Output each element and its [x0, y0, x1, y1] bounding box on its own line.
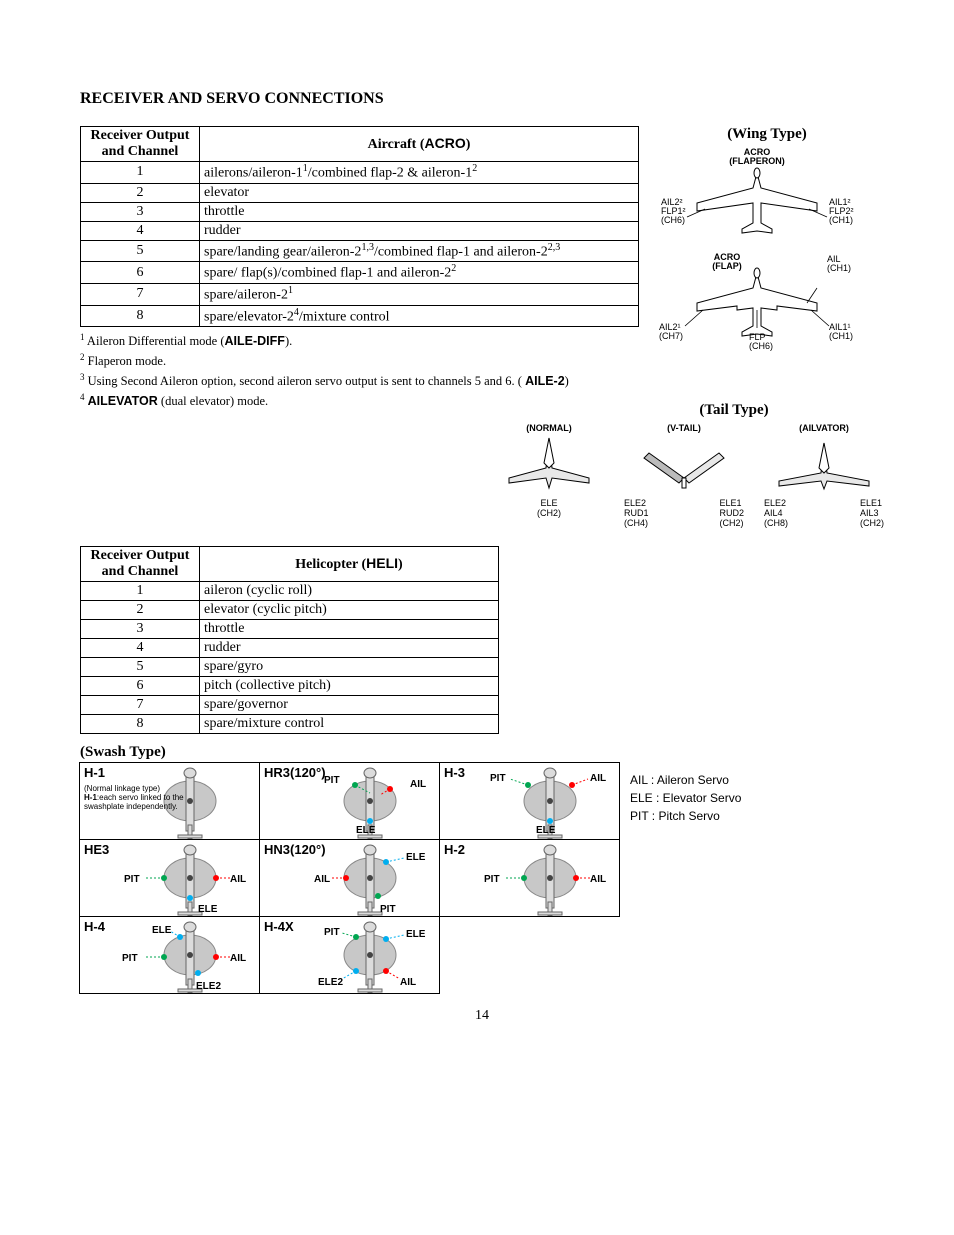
- svg-text:AIL2¹(CH7): AIL2¹(CH7): [659, 322, 683, 341]
- svg-text:AIL1²FLP2²(CH1): AIL1²FLP2²(CH1): [829, 197, 854, 225]
- footnotes: 1 Aileron Differential mode (AILE-DIFF).…: [80, 331, 639, 411]
- svg-text:AIL: AIL: [314, 874, 330, 885]
- svg-text:AIL1¹(CH1): AIL1¹(CH1): [829, 322, 853, 341]
- aircraft-table: Receiver Output and Channel Aircraft (AC…: [80, 126, 639, 327]
- swash-title: (Swash Type): [80, 744, 884, 761]
- svg-text:ELE: ELE: [406, 852, 426, 863]
- svg-text:PIT: PIT: [324, 775, 340, 786]
- tail-diagrams: (NORMAL) ELE(CH2) (V-TAIL) ELE2RUD1(CH4)…: [80, 423, 884, 528]
- svg-text:AIL2²FLP1²(CH6): AIL2²FLP1²(CH6): [661, 197, 686, 225]
- svg-text:AIL: AIL: [590, 874, 606, 885]
- svg-text:ELE: ELE: [356, 825, 376, 836]
- swash-cell: H-4 ELEPITAILELE2: [79, 916, 260, 994]
- swash-cell: HR3(120°) PITAILELE: [259, 762, 440, 840]
- swash-cell: H-4X PITELEELE2AIL: [259, 916, 440, 994]
- svg-text:AIL: AIL: [230, 874, 246, 885]
- table-row: 7: [81, 283, 200, 305]
- table-row: 6: [81, 262, 200, 284]
- swash-cell: H-3 PITAILELE: [439, 762, 620, 840]
- page-title: RECEIVER AND SERVO CONNECTIONS: [80, 90, 884, 108]
- svg-text:AIL: AIL: [590, 773, 606, 784]
- table-row: 2: [81, 183, 200, 202]
- wing-diagram-flap: ACRO(FLAP) AIL(CH1) AIL2¹(CH7) FLP(CH6) …: [657, 248, 857, 368]
- swash-grid: H-1 (Normal linkage type)H-1:each servo …: [80, 763, 620, 994]
- svg-text:PIT: PIT: [490, 773, 506, 784]
- svg-text:ACRO(FLAPERON): ACRO(FLAPERON): [729, 147, 785, 166]
- svg-text:AIL: AIL: [410, 779, 426, 790]
- table-row: 2: [81, 600, 200, 619]
- svg-text:PIT: PIT: [380, 904, 396, 915]
- t2-head-right: Helicopter (HELI): [200, 546, 499, 581]
- wing-diagram-flaperon: ACRO(FLAPERON) AIL2²FLP1²(CH6) AIL1²FLP2…: [657, 143, 857, 243]
- swash-cell: HN3(120°) ELEAILPIT: [259, 839, 440, 917]
- svg-text:ELE: ELE: [198, 904, 218, 915]
- svg-text:ELE2: ELE2: [196, 981, 221, 992]
- swash-cell: H-2 PITAIL: [439, 839, 620, 917]
- svg-text:AIL: AIL: [400, 977, 416, 988]
- svg-text:ELE: ELE: [152, 925, 172, 936]
- swash-legend: AIL : Aileron Servo ELE : Elevator Servo…: [620, 763, 741, 825]
- table-row: 5: [81, 240, 200, 262]
- table-row: 8: [81, 305, 200, 327]
- wing-type-title: (Wing Type): [657, 126, 877, 143]
- t1-head-right: Aircraft (ACRO): [200, 127, 639, 162]
- table-row: 4: [81, 221, 200, 240]
- svg-text:AIL: AIL: [230, 953, 246, 964]
- tail-type-title: (Tail Type): [584, 402, 884, 419]
- table-row: 7: [81, 695, 200, 714]
- svg-text:ELE: ELE: [406, 929, 426, 940]
- svg-text:ACRO(FLAP): ACRO(FLAP): [712, 252, 742, 271]
- svg-text:PIT: PIT: [484, 874, 500, 885]
- table-row: 1: [81, 581, 200, 600]
- svg-text:PIT: PIT: [324, 927, 340, 938]
- svg-text:PIT: PIT: [124, 874, 140, 885]
- swash-cell: HE3 PITAILELE: [79, 839, 260, 917]
- heli-table: Receiver Output and Channel Helicopter (…: [80, 546, 499, 734]
- t2-head-left: Receiver Output and Channel: [81, 546, 200, 581]
- table-row: 4: [81, 638, 200, 657]
- table-row: 8: [81, 714, 200, 733]
- svg-text:AIL(CH1): AIL(CH1): [827, 254, 851, 273]
- table-row: 3: [81, 619, 200, 638]
- swash-cell: H-1 (Normal linkage type)H-1:each servo …: [79, 762, 260, 840]
- page-number: 14: [80, 1008, 884, 1024]
- svg-text:ELE: ELE: [536, 825, 556, 836]
- svg-text:ELE2: ELE2: [318, 977, 343, 988]
- table-row: 3: [81, 202, 200, 221]
- svg-text:PIT: PIT: [122, 953, 138, 964]
- table-row: 1: [81, 162, 200, 184]
- table-row: 5: [81, 657, 200, 676]
- table-row: 6: [81, 676, 200, 695]
- t1-head-left: Receiver Output and Channel: [81, 127, 200, 162]
